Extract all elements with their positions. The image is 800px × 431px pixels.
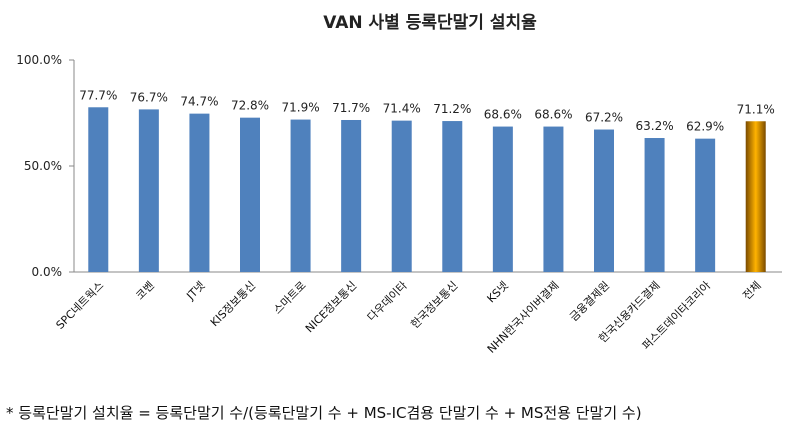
bar <box>138 109 159 272</box>
bar <box>492 126 513 273</box>
bar <box>240 117 260 272</box>
bar <box>442 121 463 272</box>
bar <box>88 107 109 272</box>
data-label: 71.7% <box>332 101 370 115</box>
x-tick-label: 한국정보통신 <box>408 279 460 331</box>
x-tick-label: 코벤 <box>133 279 157 303</box>
data-label: 71.2% <box>433 102 471 116</box>
data-label: 71.1% <box>737 102 775 116</box>
bar <box>644 138 665 272</box>
bar <box>543 126 564 273</box>
data-label: 67.2% <box>585 111 623 125</box>
x-tick-label: NICE정보통신 <box>303 279 359 335</box>
x-tick-label: 스마트로 <box>271 279 309 317</box>
bar <box>189 113 210 272</box>
x-tick-label: 전체 <box>740 279 764 303</box>
x-tick-label: 다우데이타 <box>365 279 410 324</box>
bar <box>290 119 311 273</box>
y-tick-label: 0.0% <box>32 265 63 279</box>
data-label: 68.6% <box>534 108 572 122</box>
data-label: 68.6% <box>484 108 522 122</box>
bar <box>341 119 362 272</box>
data-label: 72.8% <box>231 99 269 113</box>
bar <box>594 129 614 272</box>
chart-title: VAN 사별 등록단말기 설치율 <box>323 13 537 33</box>
x-tick-label: JT넷 <box>183 279 207 303</box>
y-tick-label: 100.0% <box>16 53 62 67</box>
x-tick-label: SPC네트웍스 <box>54 279 107 332</box>
data-label: 62.9% <box>686 120 724 134</box>
data-label: 71.9% <box>282 101 320 115</box>
data-label: 77.7% <box>79 88 117 102</box>
data-label: 71.4% <box>383 102 421 116</box>
data-label: 63.2% <box>636 119 674 133</box>
x-tick-label: KIS정보통신 <box>208 279 258 329</box>
bar <box>391 120 412 273</box>
footnote: * 등록단말기 설치율 = 등록단말기 수/(등록단말기 수 + MS-IC겸용… <box>6 404 642 422</box>
data-label: 76.7% <box>130 90 168 104</box>
x-tick-label: 금융결제원 <box>567 279 612 324</box>
data-label: 74.7% <box>180 95 218 109</box>
y-tick-label: 50.0% <box>24 159 62 173</box>
bar <box>695 138 716 272</box>
x-tick-label: KS넷 <box>485 279 511 305</box>
bar-total <box>745 121 766 272</box>
